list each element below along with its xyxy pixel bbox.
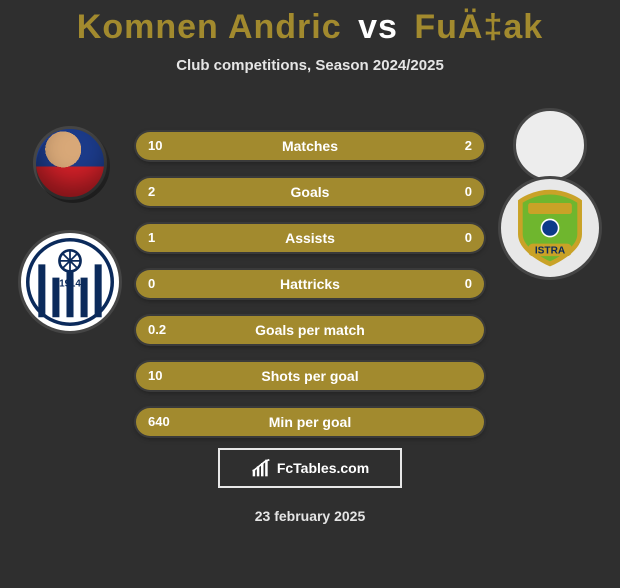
stat-label: Matches	[136, 132, 484, 160]
club1-crest: 1914	[18, 230, 122, 334]
svg-text:1914: 1914	[59, 278, 81, 289]
stat-label: Goals per match	[136, 316, 484, 344]
player2-avatar	[513, 108, 587, 182]
stats-list: 10 Matches 2 2 Goals 0 1 Assists 0 0 Hat…	[136, 132, 484, 454]
brand-text: FcTables.com	[277, 460, 369, 476]
stat-row-min-per-goal: 640 Min per goal	[136, 408, 484, 436]
stat-right-value: 0	[453, 224, 484, 252]
stat-right-value: 0	[453, 270, 484, 298]
stat-row-matches: 10 Matches 2	[136, 132, 484, 160]
stat-row-goals-per-match: 0.2 Goals per match	[136, 316, 484, 344]
stat-label: Assists	[136, 224, 484, 252]
player1-avatar	[33, 126, 107, 200]
stat-right-value	[460, 408, 484, 436]
stat-row-shots-per-goal: 10 Shots per goal	[136, 362, 484, 390]
stat-right-value	[460, 362, 484, 390]
brand-bar: FcTables.com	[218, 448, 402, 488]
stat-right-value	[460, 316, 484, 344]
istra-icon: ISTRA	[511, 182, 589, 274]
stat-label: Hattricks	[136, 270, 484, 298]
stat-row-hattricks: 0 Hattricks 0	[136, 270, 484, 298]
stat-label: Goals	[136, 178, 484, 206]
date-line: 23 february 2025	[0, 508, 620, 524]
stat-label: Min per goal	[136, 408, 484, 436]
page-title: Komnen Andric vs FuÄ‡ak	[0, 8, 620, 47]
fctables-icon	[251, 458, 271, 478]
subtitle: Club competitions, Season 2024/2025	[0, 57, 620, 74]
lokomotiva-icon: 1914	[26, 238, 114, 326]
club2-crest: ISTRA	[498, 176, 602, 280]
stat-row-assists: 1 Assists 0	[136, 224, 484, 252]
vs-label: vs	[358, 8, 398, 46]
stat-right-value: 0	[453, 178, 484, 206]
player1-name: Komnen Andric	[77, 8, 342, 46]
player2-name: FuÄ‡ak	[414, 8, 543, 46]
comparison-card: Komnen Andric vs FuÄ‡ak Club competition…	[0, 8, 620, 588]
stat-label: Shots per goal	[136, 362, 484, 390]
stat-row-goals: 2 Goals 0	[136, 178, 484, 206]
svg-text:ISTRA: ISTRA	[535, 246, 566, 257]
stat-right-value: 2	[453, 132, 484, 160]
